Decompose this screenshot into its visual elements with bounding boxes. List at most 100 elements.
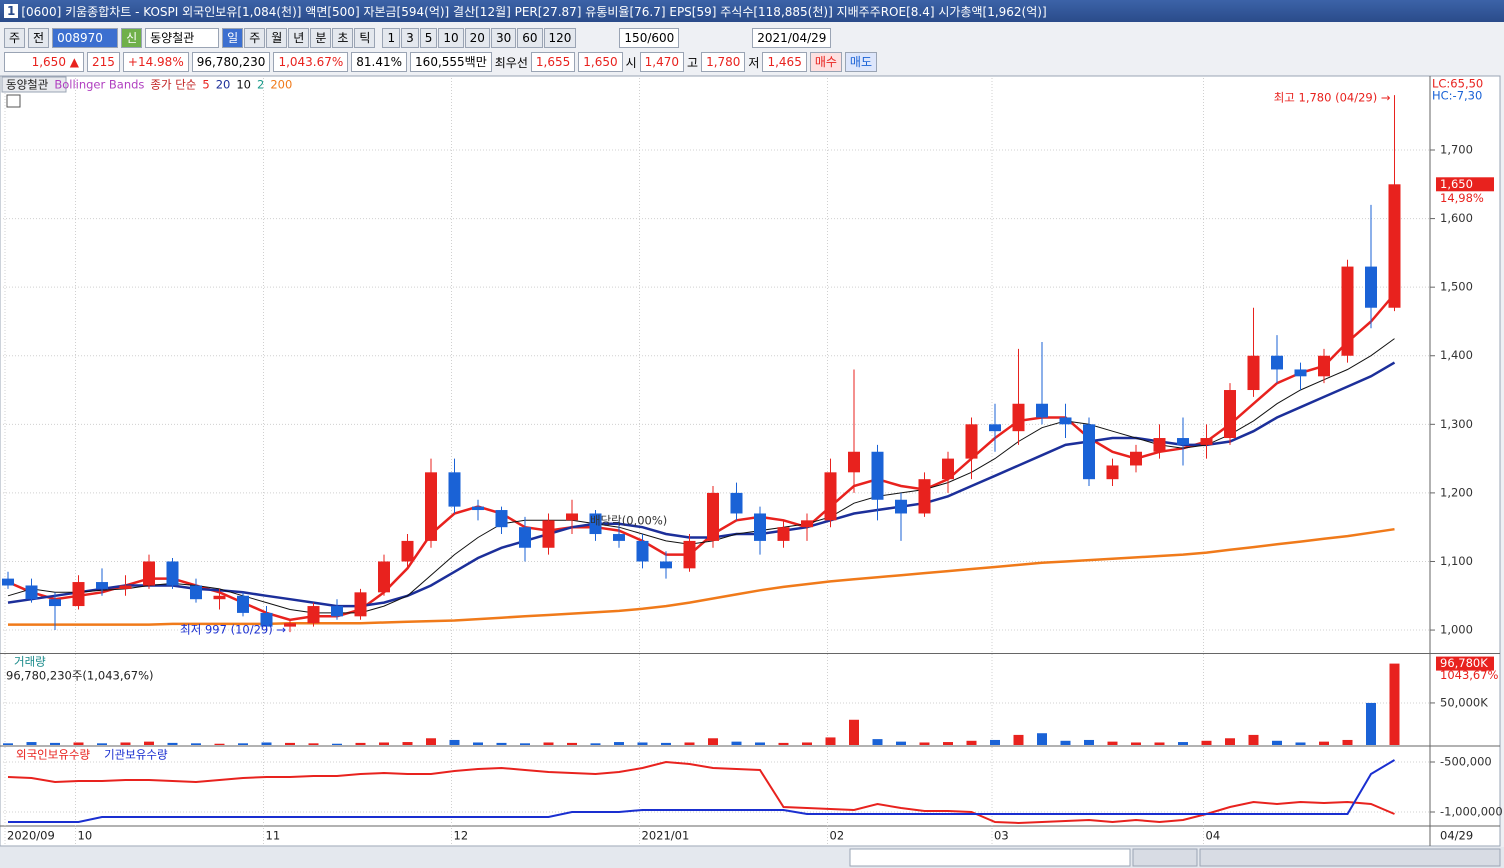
code-input[interactable]: 008970 [52,28,119,48]
volume-bar [26,742,37,745]
change: 215 [87,52,120,72]
scroll-track[interactable] [849,848,1131,867]
candle-body [636,540,649,562]
candle-body [260,612,273,627]
high: 1,780 [701,52,746,72]
minute-button[interactable]: 5 [419,28,438,48]
volume-bar [3,743,13,745]
interval-button[interactable]: 일 [222,28,244,48]
low-label: 저 [748,55,760,70]
volume-bar [285,742,295,745]
interval-button[interactable]: 초 [332,28,354,48]
x-tick-label: 02 [830,829,845,843]
y-tick-label: 1,000 [1440,623,1473,637]
chart-frame [0,75,1501,847]
minute-button[interactable]: 30 [490,28,517,48]
volume-bar [520,743,530,745]
candle-body [942,458,954,480]
annotation: 최저 997 (10/29) → [180,623,286,637]
date-input[interactable]: 2021/04/29 [752,28,832,48]
candle-body [119,585,132,589]
candle-body [918,479,931,514]
table-icon[interactable] [6,94,21,108]
current-rate: 14,98% [1440,191,1484,205]
low: 1,465 [762,52,807,72]
volume-bar [50,742,60,745]
candle-body [213,595,226,600]
y-tick-label: 1,100 [1440,554,1473,568]
volume-bar [872,739,883,745]
interval-button[interactable]: 분 [310,28,332,48]
scroll-buttons[interactable] [1132,848,1198,867]
volume-bar [1131,742,1141,745]
x-tick-label: 2020/09 [7,829,55,843]
amount: 160,555백만 [410,52,492,72]
candle-body [1059,417,1072,425]
x-tick-label: 2021/01 [642,829,690,843]
volume-bar [825,737,836,745]
prev-button[interactable]: 전 [28,28,50,48]
minute-button[interactable]: 120 [543,28,577,48]
volume-bar [1107,741,1118,745]
candle-body [1130,451,1142,466]
legend-entry: 20 [216,78,231,92]
volume-bar [238,743,248,745]
x-tick-label: 03 [994,829,1009,843]
candle-body [801,520,813,528]
count-input[interactable]: 150/600 [619,28,680,48]
volume-bar [261,742,272,745]
x-tick-label: 10 [78,829,93,843]
candle-body [1177,438,1189,445]
minute-button[interactable]: 60 [517,28,543,48]
minute-button[interactable]: 10 [438,28,464,48]
candle-body [589,513,602,535]
candle-body [1106,465,1119,480]
volume-bar [73,742,84,745]
interval-button[interactable]: 년 [288,28,310,48]
candle-body [730,492,743,514]
candle-body [848,451,860,473]
zoom-controls[interactable] [1199,848,1501,867]
interval-button[interactable]: 주 [244,28,266,48]
sell-button[interactable]: 매도 [844,52,878,72]
candle-body [166,561,179,586]
minute-button[interactable]: 3 [401,28,419,48]
badge: 신 [121,28,143,48]
candle-body [49,599,61,607]
price: 1,650 ▲ [4,52,84,72]
ma-line [8,527,1395,626]
volume-bar [1366,702,1376,745]
buy-button[interactable]: 매수 [809,52,842,72]
candle-body [1341,266,1354,356]
interval-button[interactable]: 틱 [354,28,376,48]
holding-line [7,760,1395,825]
volume-bar [1037,733,1047,745]
legend-ma-label: 종가 단순 [150,78,196,92]
interval-button[interactable]: 월 [266,28,288,48]
volume-bar [144,741,154,745]
volume-bar [731,741,742,745]
legend-entry: 10 [236,78,251,92]
volume-bar [1013,734,1024,745]
candle-body [448,472,461,507]
candle-body [519,527,531,548]
volume-rate: 1,043.67% [273,52,349,72]
minute-button[interactable]: 1 [382,28,401,48]
volume-bar [684,742,695,745]
volume-bar [191,743,201,745]
ratio: 81.41% [351,52,408,72]
y-tick-label: 50,000K [1440,695,1488,709]
candle-body [354,592,367,617]
candle-body [989,424,1001,432]
volume-bar [379,742,389,745]
volume-bar [919,742,930,745]
volume-bar [802,742,812,745]
x-end-label: 04/29 [1440,829,1473,843]
candle-body [895,499,907,514]
legend-bollinger-k: 2 [257,78,264,92]
minute-button[interactable]: 20 [464,28,490,48]
period-select[interactable]: 주 [4,28,26,48]
annotation: 최고 1,780 (04/29) → [1274,91,1391,105]
